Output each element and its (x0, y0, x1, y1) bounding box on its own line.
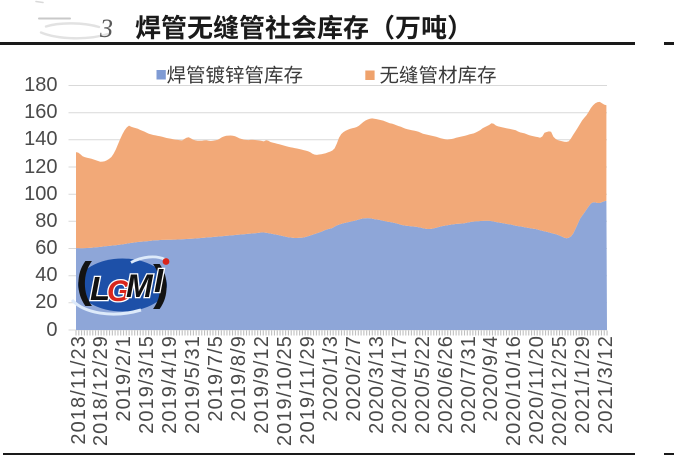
svg-text:3: 3 (99, 14, 113, 43)
svg-text:L: L (90, 270, 110, 307)
svg-text:): ) (153, 257, 169, 310)
svg-text:(: ( (76, 254, 92, 307)
svg-text:M: M (126, 268, 154, 304)
svg-text:G: G (107, 275, 130, 308)
svg-text:I: I (154, 262, 164, 299)
